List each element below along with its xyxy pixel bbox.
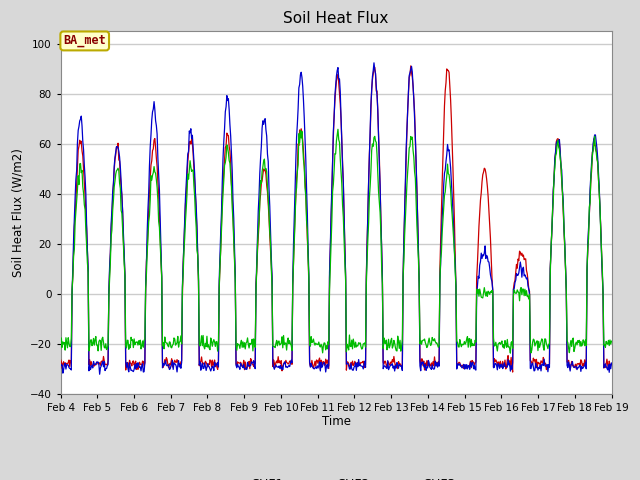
SHF1 [57, 357, 65, 362]
SHF3 [404, 168, 412, 174]
Title: Soil Heat Flux: Soil Heat Flux [284, 11, 388, 26]
SHF2 [96, 372, 104, 377]
SHF3 [57, 346, 65, 351]
Text: BA_met: BA_met [63, 35, 106, 48]
X-axis label: Time: Time [321, 415, 351, 429]
Line: SHF3: SHF3 [61, 129, 611, 353]
Line: SHF2: SHF2 [61, 63, 611, 374]
SHF3 [179, 271, 187, 276]
SHF3 [420, 337, 428, 343]
SHF2 [607, 360, 615, 366]
SHF2 [370, 60, 378, 66]
SHF2 [124, 366, 132, 372]
SHF2 [57, 360, 65, 366]
SHF3 [124, 337, 131, 343]
SHF3 [334, 126, 342, 132]
SHF1 [179, 260, 187, 266]
SHF2 [404, 89, 412, 95]
SHF3 [506, 350, 514, 356]
SHF1 [67, 358, 74, 363]
SHF2 [209, 364, 217, 370]
Line: SHF1: SHF1 [61, 66, 611, 372]
SHF1 [509, 369, 516, 375]
SHF1 [403, 128, 411, 134]
SHF3 [67, 344, 74, 349]
SHF1 [420, 358, 428, 364]
SHF1 [407, 63, 415, 69]
SHF2 [67, 366, 74, 372]
SHF1 [607, 361, 615, 367]
SHF2 [180, 240, 188, 246]
Y-axis label: Soil Heat Flux (W/m2): Soil Heat Flux (W/m2) [11, 148, 24, 277]
SHF2 [420, 365, 428, 371]
SHF3 [209, 343, 216, 349]
SHF3 [607, 338, 615, 344]
Legend: SHF1, SHF2, SHF3: SHF1, SHF2, SHF3 [211, 473, 461, 480]
SHF1 [124, 360, 131, 365]
SHF1 [209, 357, 216, 363]
